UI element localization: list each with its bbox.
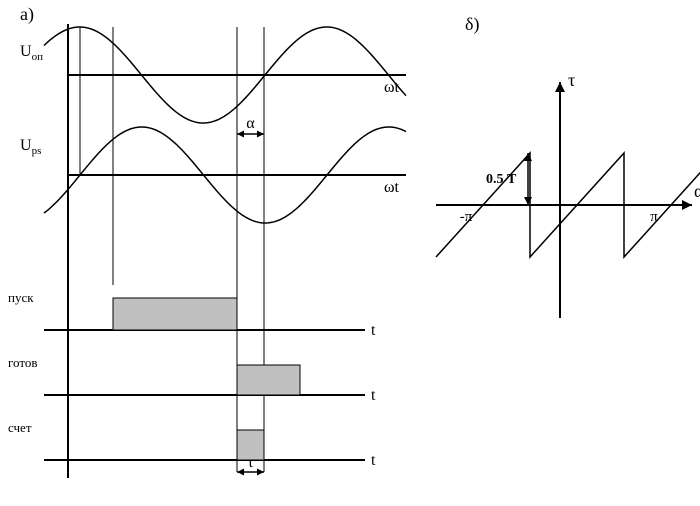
timing-xlabel-2: t — [371, 452, 376, 469]
sine1-xlabel: ωt — [384, 79, 400, 96]
tick-pos-pi: π — [650, 209, 658, 225]
panel-a-tag: а) — [20, 4, 34, 25]
half-t-label: 0.5 Т — [486, 172, 517, 187]
sine2-xlabel: ωt — [384, 179, 400, 196]
timing-xlabel-1: t — [371, 387, 376, 404]
sine2-ylabel: Ups — [20, 137, 41, 157]
timing-label-0: пуск — [8, 290, 34, 305]
panel-b-ylabel: τ — [568, 70, 575, 90]
timing-xlabel-0: t — [371, 322, 376, 339]
panel-b-tag: δ) — [465, 14, 479, 35]
timing-pulse-1 — [237, 365, 300, 395]
panel-b-group: α τ -π π 0.5 Т — [436, 70, 700, 318]
tau-label: τ — [247, 454, 254, 471]
timing-pulse-0 — [113, 298, 237, 330]
tick-neg-pi: -π — [460, 209, 473, 225]
panel-b-xlabel: α — [694, 181, 700, 201]
sine1-ylabel: Uоп — [20, 43, 43, 63]
timing-label-1: готов — [8, 355, 38, 370]
alpha-label: α — [246, 115, 255, 132]
figure-root: а) Uоп ωt Ups ωt α пуск t готов t счет t τ α τ -π π 0.5 Т… — [0, 0, 700, 506]
timing-label-2: счет — [8, 420, 32, 435]
